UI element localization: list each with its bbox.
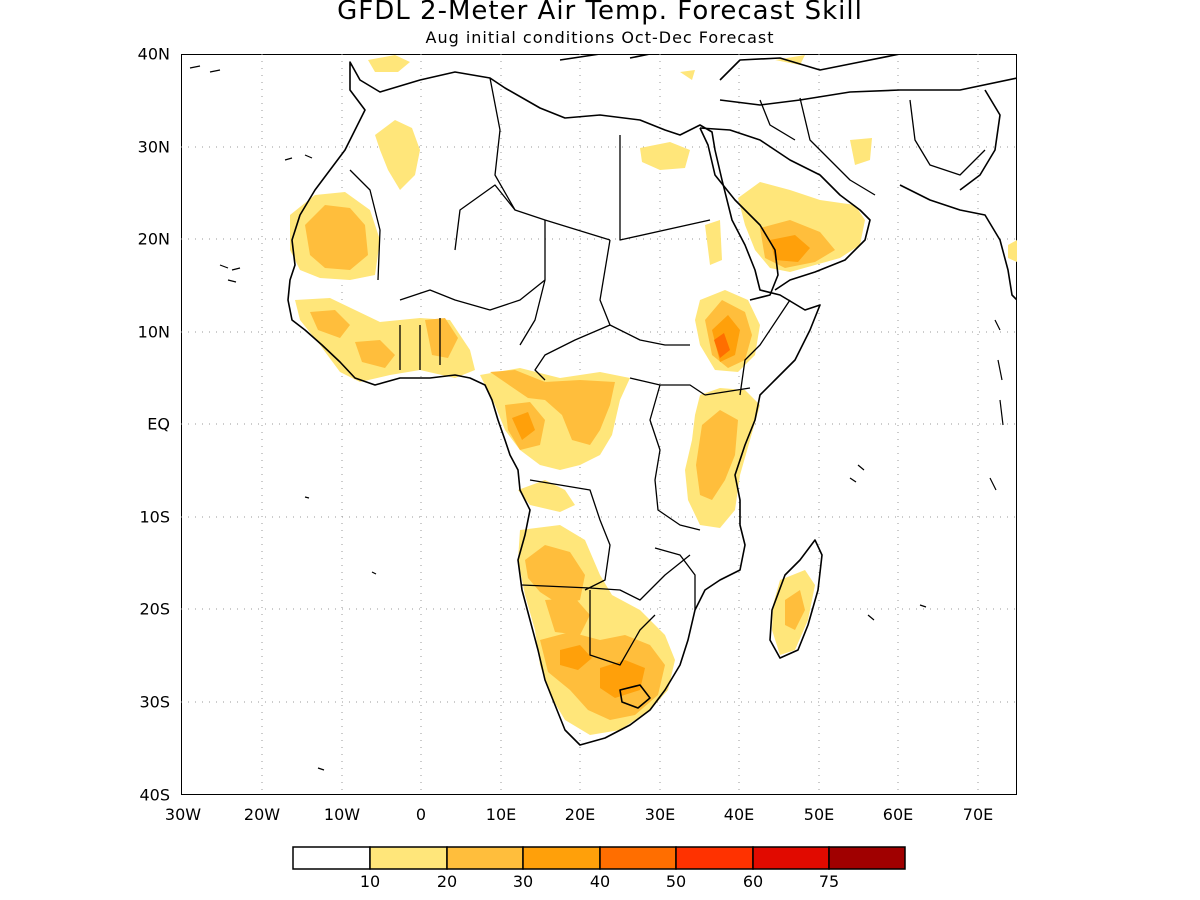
colorbar-label-75: 75: [818, 872, 840, 891]
coastlines: [287, 54, 1017, 746]
lat-label-eq: EQ: [147, 414, 170, 434]
lon-label-50e: 50E: [803, 805, 835, 824]
lat-label-40n: 40N: [137, 44, 170, 64]
colorbar-label-20: 20: [436, 872, 458, 891]
chart-title: GFDL 2-Meter Air Temp. Forecast Skill: [337, 0, 863, 26]
colorbar-label-60: 60: [742, 872, 764, 891]
chart-subtitle: Aug initial conditions Oct-Dec Forecast: [425, 28, 775, 47]
lat-label-30n: 30N: [137, 137, 170, 157]
colorbar-box-3: [522, 846, 601, 870]
lon-label-20e: 20E: [564, 805, 596, 824]
lat-label-40s: 40S: [139, 785, 170, 805]
lat-label-10s: 10S: [139, 507, 170, 527]
colorbar-label-40: 40: [589, 872, 611, 891]
lat-label-10n: 10N: [137, 322, 170, 342]
colorbar-box-6: [752, 846, 830, 870]
lon-label-70e: 70E: [962, 805, 994, 824]
colorbar-box-7: [828, 846, 906, 870]
lon-label-10w: 10W: [323, 805, 361, 824]
islands: [189, 65, 1004, 771]
colorbar-box-0: [292, 846, 371, 870]
colorbar-label-10: 10: [359, 872, 381, 891]
colorbar: [292, 846, 906, 870]
lon-label-30w: 30W: [164, 805, 202, 824]
colorbar-label-50: 50: [665, 872, 687, 891]
lon-label-30e: 30E: [644, 805, 676, 824]
lat-label-30s: 30S: [139, 692, 170, 712]
lon-label-10e: 10E: [485, 805, 517, 824]
colorbar-box-5: [675, 846, 754, 870]
lon-label-0: 0: [415, 805, 427, 824]
colorbar-box-2: [446, 846, 524, 870]
lon-label-60e: 60E: [882, 805, 914, 824]
lat-label-20s: 20S: [139, 599, 170, 619]
lat-label-20n: 20N: [137, 229, 170, 249]
lon-label-20w: 20W: [243, 805, 281, 824]
colorbar-box-1: [369, 846, 448, 870]
colorbar-box-4: [599, 846, 677, 870]
skill-40-50: [714, 333, 730, 358]
lon-label-40e: 40E: [723, 805, 755, 824]
colorbar-label-30: 30: [512, 872, 534, 891]
country-borders: [349, 77, 986, 666]
skill-10-20: [290, 55, 1017, 735]
